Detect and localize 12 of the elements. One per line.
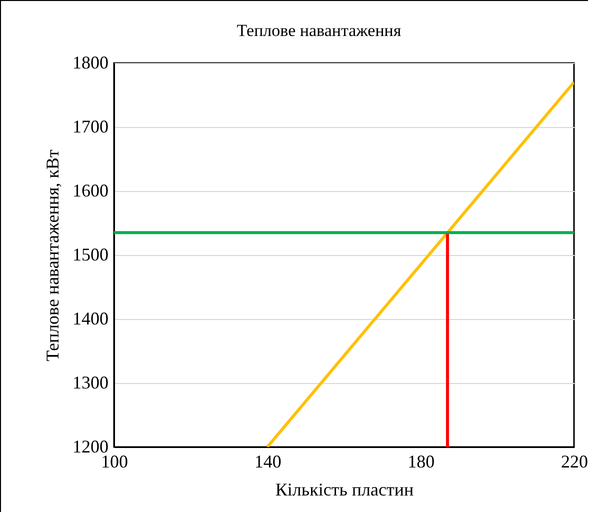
y-axis-title: Теплове навантаження, кВт xyxy=(42,150,62,362)
x-axis-title: Кількість пластин xyxy=(275,480,414,500)
y-tick-label: 1700 xyxy=(72,116,108,136)
chart-title: Теплове навантаження xyxy=(236,21,402,40)
y-tick-label: 1800 xyxy=(72,52,108,72)
y-tick-label: 1600 xyxy=(72,180,108,200)
x-tick-label: 220 xyxy=(561,452,588,472)
x-tick-label: 180 xyxy=(408,452,435,472)
x-tick-label: 140 xyxy=(254,452,282,472)
y-tick-label: 1400 xyxy=(72,308,108,328)
y-tick-label: 1500 xyxy=(72,244,108,264)
y-tick-label: 1300 xyxy=(72,372,108,392)
